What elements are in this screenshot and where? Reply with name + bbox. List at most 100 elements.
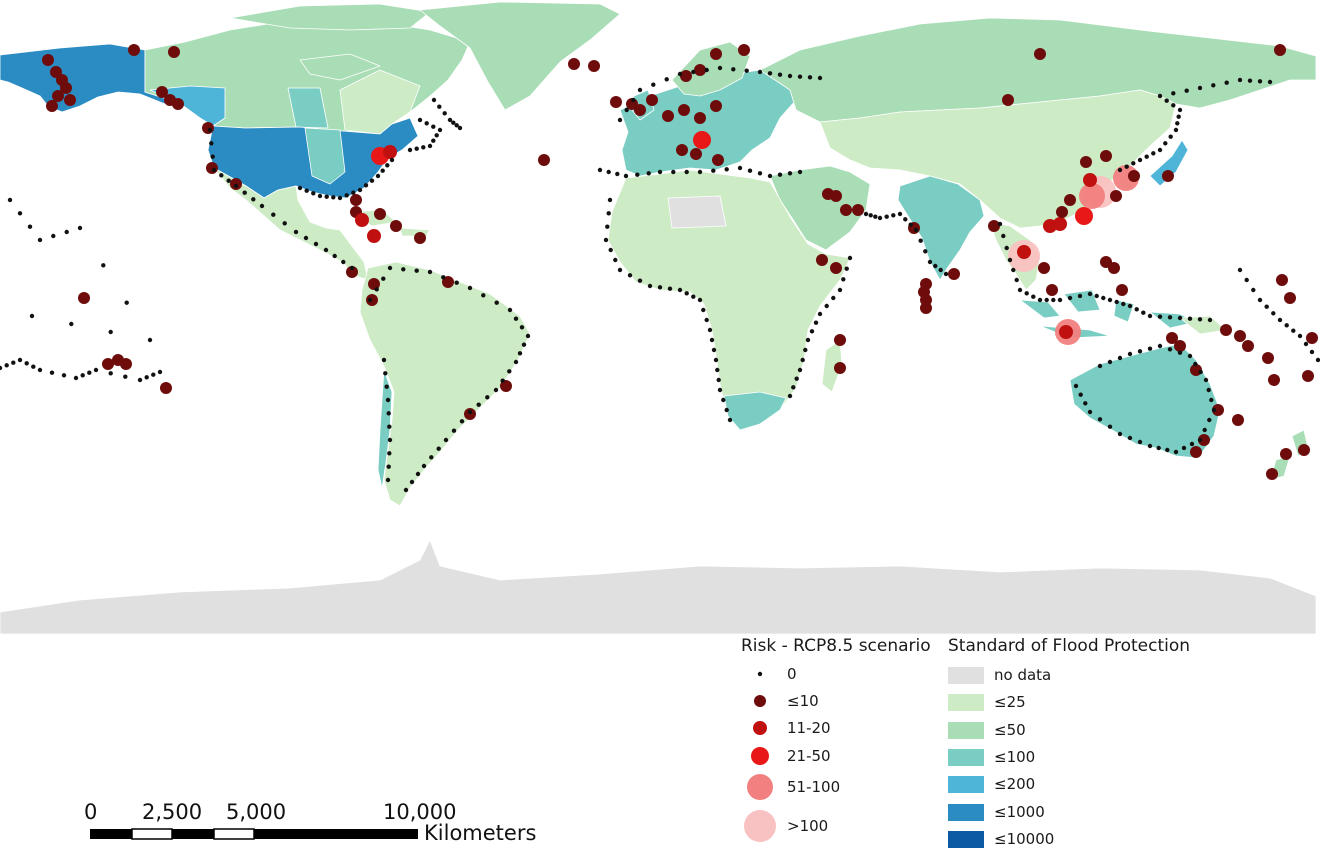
risk-point (1220, 324, 1232, 336)
risk-point-zero (868, 213, 873, 218)
risk-point (60, 82, 72, 94)
risk-point-zero (427, 269, 433, 275)
risk-point-zero (1156, 445, 1161, 451)
risk-point-zero (1097, 363, 1103, 369)
risk-point-zero (451, 120, 456, 125)
risk-point (738, 44, 750, 56)
risk-point (368, 278, 380, 290)
risk-point-zero (1144, 154, 1149, 159)
risk-point-zero (1134, 307, 1139, 312)
risk-point-zero (713, 357, 719, 363)
risk-point (1190, 446, 1202, 458)
risk-point-zero (385, 477, 391, 483)
protection-label-6: ≤10000 (994, 829, 1055, 848)
risk-point-zero (384, 384, 389, 389)
risk-point-zero (637, 87, 643, 93)
risk-point-zero (1024, 291, 1029, 296)
land-layer (0, 1, 1317, 635)
risk-point-zero (421, 463, 427, 469)
risk-point-zero (381, 276, 386, 281)
risk-point-zero (1157, 314, 1163, 319)
risk-point-zero (677, 71, 683, 77)
risk-point-zero (1057, 297, 1063, 303)
risk-point-zero (375, 173, 381, 179)
risk-point-zero (707, 327, 713, 333)
risk-point (156, 86, 168, 98)
risk-point (172, 98, 184, 110)
risk-point-zero (724, 167, 729, 172)
region-us-central (304, 127, 346, 185)
risk-point-zero (1147, 313, 1153, 319)
risk-point-zero (623, 173, 629, 179)
risk-point-zero (997, 221, 1003, 227)
risk-point-zero (807, 75, 813, 80)
risk-point-zero (209, 141, 214, 146)
protection-swatch-1 (948, 694, 984, 712)
risk-point-zero (791, 385, 796, 390)
risk-point (1306, 332, 1318, 344)
risk-label-0: 0 (787, 665, 797, 683)
protection-label-4: ≤200 (994, 775, 1036, 794)
risk-point-zero (387, 265, 393, 271)
risk-point (414, 232, 426, 244)
risk-point-zero (1247, 78, 1253, 83)
risk-point-zero (517, 351, 523, 356)
risk-point-zero (1173, 449, 1179, 455)
risk-point-zero (803, 347, 808, 353)
risk-point-zero (386, 411, 391, 416)
risk-point-zero (0, 365, 3, 371)
risk-point-zero (767, 173, 773, 179)
risk-point-zero (481, 293, 486, 298)
risk-point-zero (513, 359, 519, 365)
risk-point-zero (1257, 297, 1263, 303)
region-japan (1149, 139, 1189, 187)
risk-point-zero (1117, 167, 1123, 173)
risk-point-zero (407, 147, 413, 153)
risk-point-zero (1224, 80, 1229, 85)
risk-point-zero (1197, 437, 1203, 443)
risk-point-zero (507, 369, 512, 374)
scale-segment-4 (213, 828, 255, 840)
risk-point-zero (417, 117, 423, 123)
risk-point-zero (701, 307, 706, 313)
risk-point-zero (367, 297, 373, 303)
risk-point (390, 220, 402, 232)
risk-point-zero (767, 71, 773, 76)
risk-point-zero (1203, 377, 1209, 383)
risk-point (1110, 190, 1122, 202)
risk-point-zero (451, 428, 457, 433)
risk-point (680, 70, 692, 82)
risk-point (367, 229, 381, 243)
risk-point-zero (147, 337, 153, 343)
risk-point-zero (847, 255, 853, 261)
risk-point (1174, 340, 1186, 352)
risk-point-zero (381, 357, 387, 363)
risk-point-zero (1177, 107, 1183, 113)
risk-point-zero (603, 237, 609, 243)
risk-point-zero (1121, 301, 1126, 307)
risk-point (206, 162, 218, 174)
risk-point-zero (259, 203, 265, 209)
risk-point-zero (1037, 297, 1043, 303)
risk-point-zero (1124, 164, 1129, 169)
risk-point (64, 94, 76, 106)
risk-point-zero (863, 211, 869, 217)
risk-point (1198, 434, 1210, 446)
risk-point-zero (1097, 417, 1103, 422)
risk-point-zero (891, 213, 896, 218)
risk-point-zero (797, 169, 803, 175)
risk-point-zero (332, 253, 337, 259)
risk-point-zero (331, 195, 336, 200)
risk-point-zero (493, 387, 499, 393)
risk-point (694, 112, 706, 124)
risk-point (1002, 94, 1014, 106)
protection-label-1: ≤25 (994, 693, 1026, 712)
risk-point-zero (1197, 85, 1203, 91)
risk-point-zero (1198, 369, 1203, 375)
risk-point-zero (459, 419, 465, 424)
risk-point-zero (403, 487, 409, 493)
risk-point (42, 54, 54, 66)
risk-point-zero (923, 249, 928, 254)
protection-swatch-0 (948, 667, 984, 684)
risk-point-zero (454, 280, 459, 285)
